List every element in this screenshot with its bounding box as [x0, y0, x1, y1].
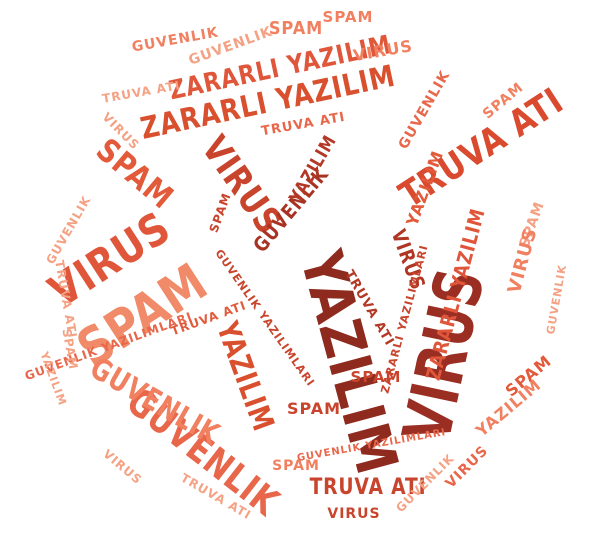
word-spam-center-lower: SPAM [351, 368, 402, 386]
word-virus-bottom-left-small: VIRUS [100, 447, 145, 488]
word-guvenlik-top-right: GUVENLIK [396, 68, 454, 152]
word-spam-top-center: SPAM [323, 8, 374, 26]
word-virus-bottom: VIRUS [327, 506, 380, 522]
word-truva-bottom: TRUVA ATI [310, 474, 427, 500]
word-spam-bottom: SPAM [272, 458, 320, 474]
word-truva-top-left: TRUVA ATI [101, 78, 181, 106]
word-guvenlik-right-edge: GUVENLIK [544, 263, 569, 335]
word-spam-top: SPAM [269, 18, 323, 39]
word-spam-center-bottom: SPAM [287, 399, 341, 418]
word-virus-right-small: VIRUS [504, 225, 542, 295]
word-spam-center-left: SPAM [207, 191, 234, 235]
